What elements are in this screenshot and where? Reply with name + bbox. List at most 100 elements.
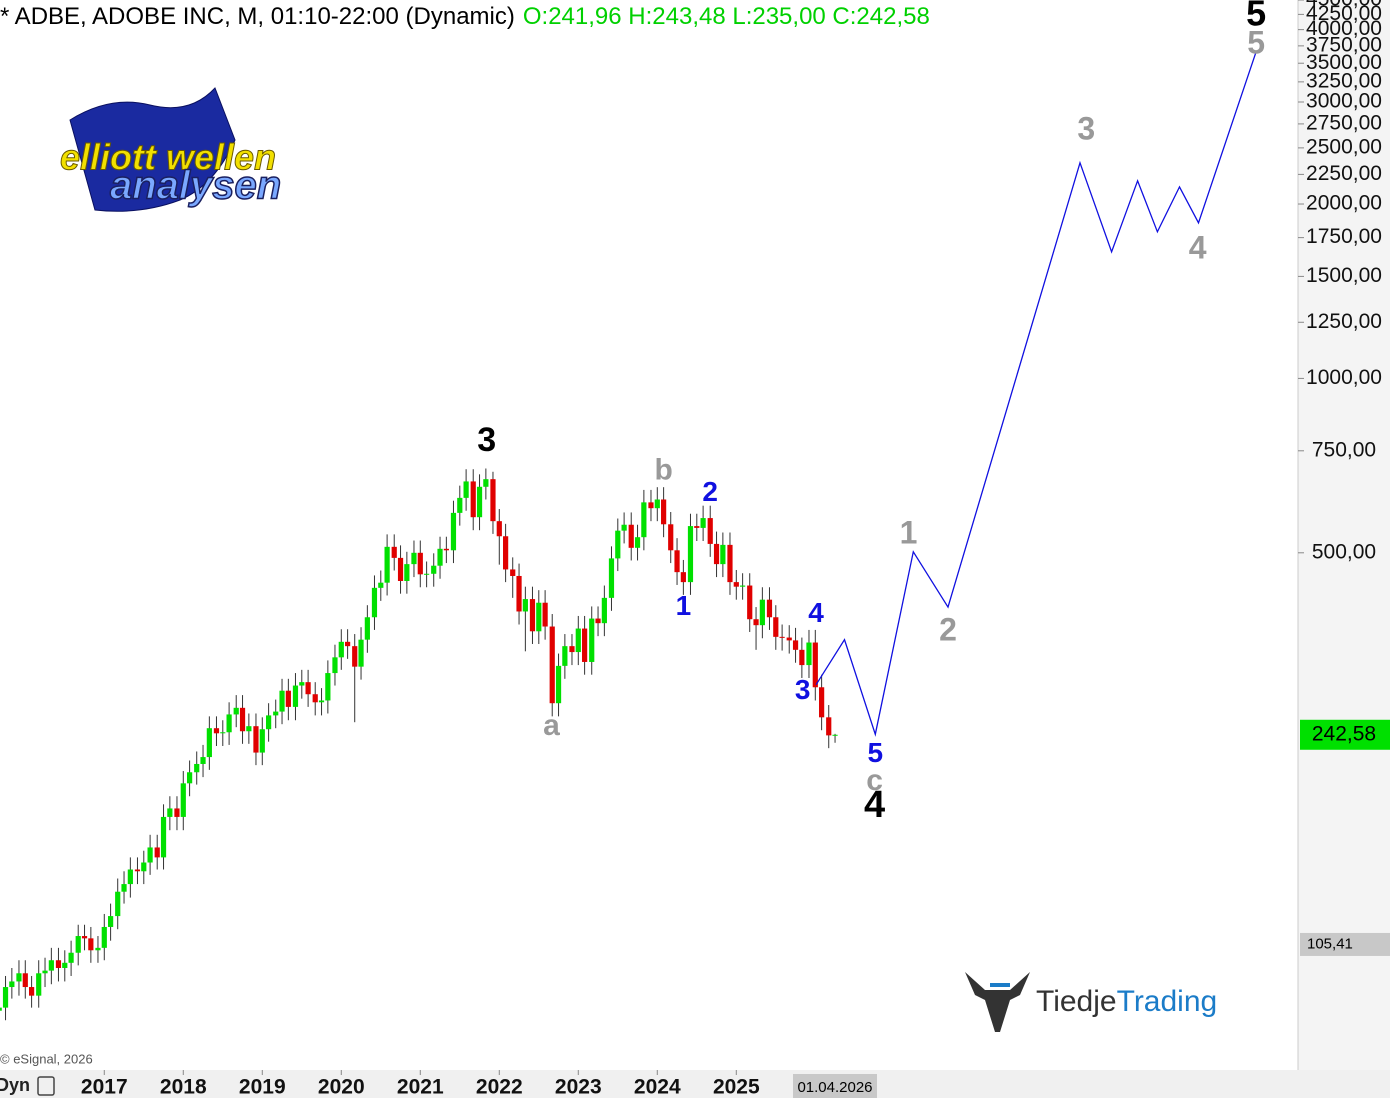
wave-label: 3 xyxy=(795,674,811,705)
candle-body xyxy=(832,734,838,736)
y-tick-label: 1500,00 xyxy=(1306,264,1382,287)
candle-body xyxy=(318,700,325,703)
candle-body xyxy=(9,981,15,988)
candle-body xyxy=(608,558,615,598)
candle-body xyxy=(476,486,483,518)
y-tick-label: 4500,00 xyxy=(1306,0,1382,11)
candle-body xyxy=(160,816,167,858)
candle-body xyxy=(510,569,516,576)
y-tick-label: 2500,00 xyxy=(1306,135,1382,158)
candle-body xyxy=(305,682,311,695)
price-marker xyxy=(1300,719,1390,750)
logo-text: elliott wellen xyxy=(60,137,276,178)
logo-flag xyxy=(69,87,236,212)
candle-body xyxy=(358,639,364,667)
candle-body xyxy=(490,479,496,522)
y-tick-label: 3000,00 xyxy=(1306,90,1382,113)
candle-body xyxy=(180,783,186,817)
candle-body xyxy=(371,587,378,618)
candle-body xyxy=(108,916,114,927)
candle-body xyxy=(68,952,74,963)
candle-body xyxy=(516,575,522,612)
x-tick-label: 2019 xyxy=(239,1076,286,1098)
projection-line xyxy=(815,51,1257,737)
candle-body xyxy=(680,572,686,583)
x-tick-label: 2022 xyxy=(476,1076,523,1098)
candle-body xyxy=(292,685,299,707)
candle-body xyxy=(529,599,536,632)
candle-body xyxy=(779,636,785,638)
candle-body xyxy=(562,646,568,666)
ohlc-label: O:241,96 H:243,48 L:235,00 C:242,58 xyxy=(523,3,930,30)
lock-icon xyxy=(37,1076,55,1096)
candle-body xyxy=(115,891,121,917)
wave-label: c xyxy=(866,764,883,797)
candle-body xyxy=(615,530,621,559)
candle-body xyxy=(674,550,680,573)
candle-body xyxy=(75,936,81,953)
candle-body xyxy=(819,687,825,718)
candle-body xyxy=(792,640,799,650)
logo-text-b: Trading xyxy=(1117,985,1218,1018)
candle-body xyxy=(81,936,88,939)
wave-label: 3 xyxy=(1077,110,1095,146)
wave-label: 4 xyxy=(1189,229,1207,265)
y-tick-label: 2000,00 xyxy=(1306,192,1382,215)
candle-body xyxy=(713,543,720,565)
elliott-logo: elliott wellen analysen xyxy=(60,87,282,212)
candle-body xyxy=(595,618,601,624)
wave-label: 4 xyxy=(864,784,885,826)
wave-label: 5 xyxy=(1246,0,1266,33)
wave-label: 3 xyxy=(477,421,496,459)
y-tick-label: 750,00 xyxy=(1312,438,1376,461)
candle-body xyxy=(325,673,331,701)
candle-body xyxy=(101,926,107,948)
candle-body xyxy=(589,618,595,662)
candle-body xyxy=(569,646,575,653)
candle-body xyxy=(273,711,279,716)
candle-body xyxy=(634,537,641,548)
wave-label: 5 xyxy=(868,737,884,768)
candle-body xyxy=(147,847,153,863)
plot xyxy=(0,51,1257,1021)
wave-label: 2 xyxy=(939,611,957,647)
candle-body xyxy=(200,757,206,764)
y-axis-panel xyxy=(1298,0,1390,1070)
candle-body xyxy=(463,481,469,498)
candle-body xyxy=(575,628,581,653)
candle-body xyxy=(226,714,232,733)
wave-label: 5 xyxy=(1247,24,1265,60)
cursor-date: 01.04.2026 xyxy=(797,1079,872,1096)
candle-body xyxy=(773,617,779,637)
candle-body xyxy=(259,729,265,753)
candle-body xyxy=(127,869,133,885)
candle-body xyxy=(641,502,647,538)
candle-body xyxy=(747,585,753,620)
candle-body xyxy=(174,808,180,817)
candle-body xyxy=(522,599,528,612)
x-tick-label: 2020 xyxy=(318,1076,365,1098)
candle-body xyxy=(806,642,812,666)
candle-body xyxy=(536,602,542,632)
candle-body xyxy=(220,732,226,734)
candle-body xyxy=(733,582,739,587)
price-marker-label: 105,41 xyxy=(1307,935,1353,952)
candle-body xyxy=(786,637,792,641)
candle-body xyxy=(799,649,805,666)
candle-body xyxy=(206,728,212,758)
candle-body xyxy=(332,657,338,674)
y-tick-label: 3500,00 xyxy=(1306,51,1382,74)
mode-label: Dyn xyxy=(0,1075,30,1095)
y-tick-label: 4000,00 xyxy=(1306,17,1382,40)
candle-body xyxy=(555,665,562,704)
date-box xyxy=(793,1074,877,1098)
x-tick-label: 2025 xyxy=(713,1076,760,1098)
candle-body xyxy=(299,682,305,686)
candle-body xyxy=(621,524,627,531)
y-tick-label: 2750,00 xyxy=(1306,111,1382,134)
candle-body xyxy=(759,599,765,626)
candle-body xyxy=(384,546,390,583)
candle-body xyxy=(88,938,94,951)
wave-label: b xyxy=(654,454,672,487)
